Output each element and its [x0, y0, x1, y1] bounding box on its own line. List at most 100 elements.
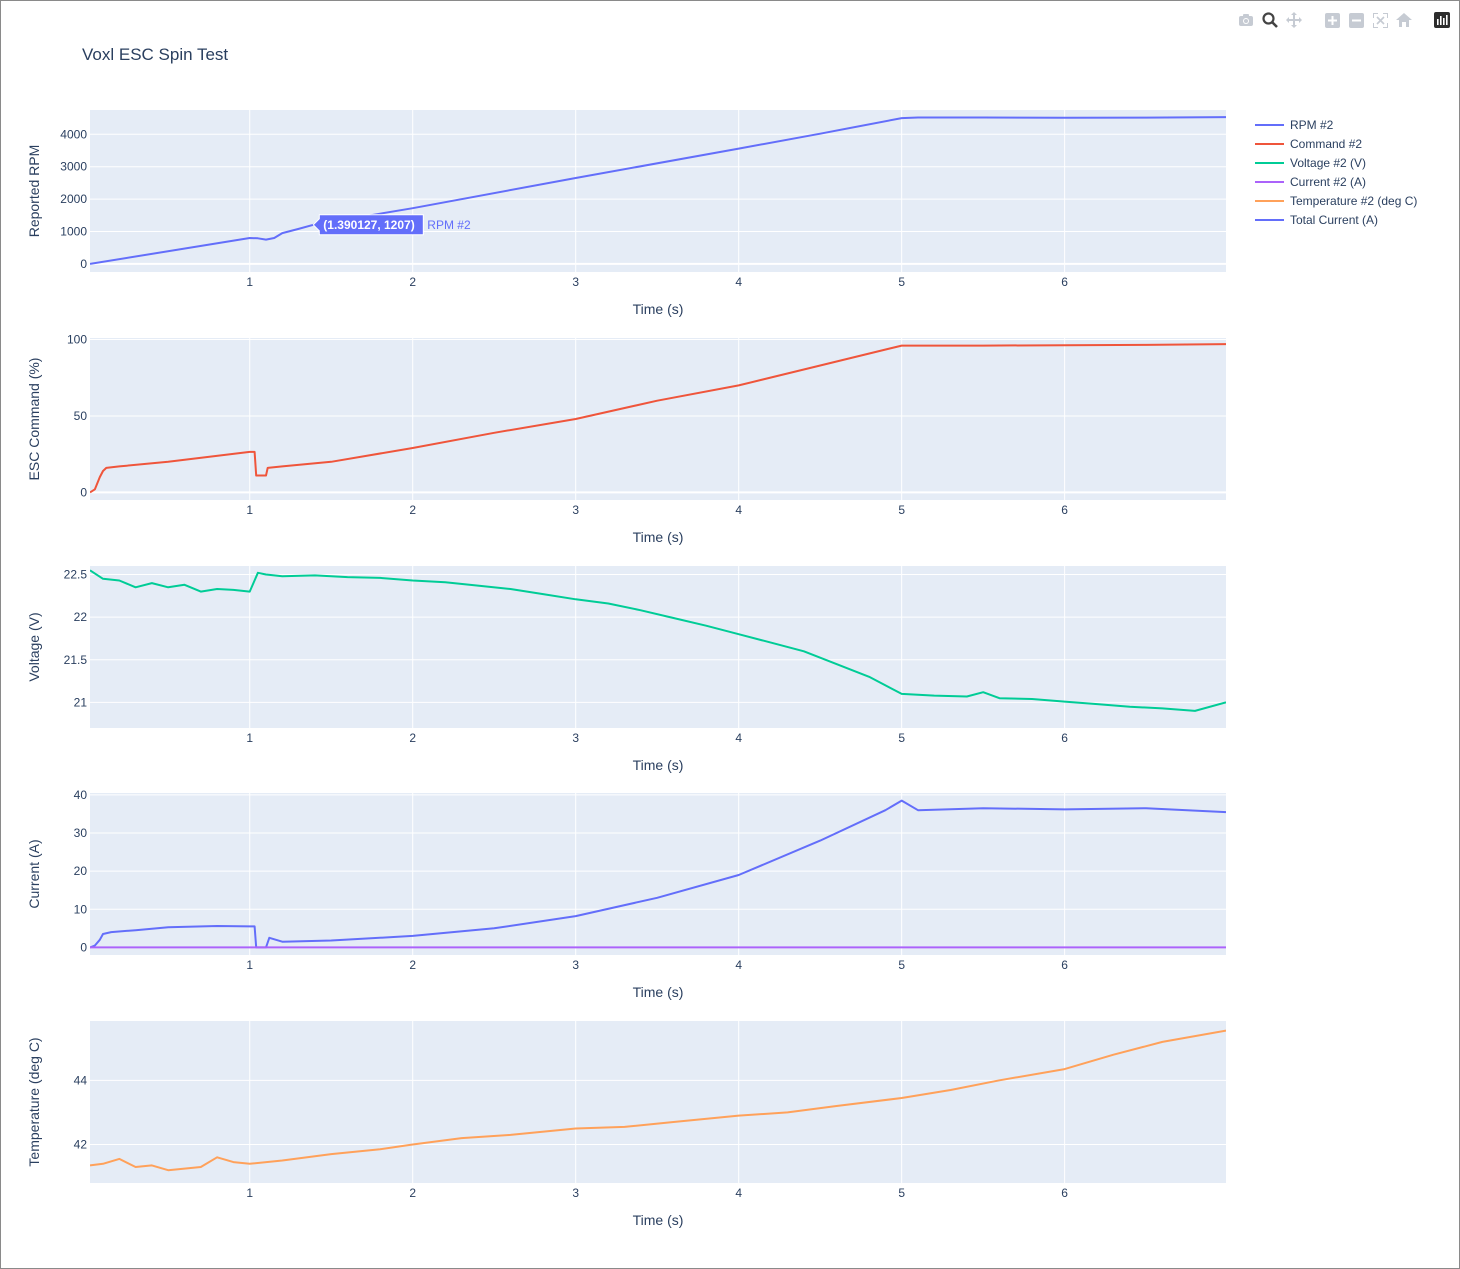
legend-item-current-2-a[interactable]: Current #2 (A)	[1255, 175, 1366, 189]
y-tick-label: 2000	[60, 192, 87, 206]
x-tick-label: 5	[898, 958, 905, 972]
y-axis-title: Reported RPM	[26, 145, 42, 238]
y-tick-label: 100	[67, 333, 87, 347]
zoom-icon[interactable]	[1261, 11, 1279, 29]
x-tick-label: 2	[409, 958, 416, 972]
legend-item-command-2[interactable]: Command #2	[1255, 137, 1362, 151]
x-tick-label: 1	[246, 731, 253, 745]
legend-item-rpm-2[interactable]: RPM #2	[1255, 118, 1334, 132]
y-tick-label: 0	[80, 485, 87, 499]
y-tick-label: 20	[74, 864, 88, 878]
x-tick-label: 3	[572, 503, 579, 517]
legend-label: Total Current (A)	[1290, 213, 1378, 227]
y-tick-label: 40	[74, 788, 88, 802]
x-tick-label: 4	[735, 958, 742, 972]
plot-background	[90, 1021, 1226, 1183]
legend-label: Current #2 (A)	[1290, 175, 1366, 189]
series-line-temperature-2-deg-c[interactable]	[90, 1029, 1226, 1172]
x-tick-label: 5	[898, 275, 905, 289]
figure-title: Voxl ESC Spin Test	[82, 45, 228, 64]
x-axis-title: Time (s)	[633, 529, 684, 545]
hover-series-name: RPM #2	[427, 218, 471, 232]
x-tick-label: 2	[409, 503, 416, 517]
x-tick-label: 1	[246, 1186, 253, 1200]
x-tick-label: 5	[898, 1186, 905, 1200]
series-line-voltage-2-v[interactable]	[90, 569, 1226, 712]
y-tick-label: 22.5	[64, 568, 88, 582]
x-tick-label: 1	[246, 503, 253, 517]
x-tick-label: 4	[735, 503, 742, 517]
hover-box	[312, 214, 424, 236]
plot-background	[90, 566, 1226, 728]
x-tick-label: 3	[572, 275, 579, 289]
legend[interactable]: RPM #2 Command #2 Voltage #2 (V) Current #2…	[1255, 118, 1417, 227]
x-tick-label: 5	[898, 503, 905, 517]
x-tick-label: 4	[735, 275, 742, 289]
series-line-total-current-a[interactable]	[90, 799, 1226, 949]
x-tick-label: 3	[572, 1186, 579, 1200]
x-tick-label: 6	[1061, 1186, 1068, 1200]
series-line-command-2[interactable]	[90, 343, 1226, 494]
x-tick-label: 5	[898, 731, 905, 745]
pan-icon[interactable]	[1285, 11, 1303, 29]
x-tick-label: 4	[735, 731, 742, 745]
x-axis-title: Time (s)	[633, 757, 684, 773]
legend-label: Command #2	[1290, 137, 1362, 151]
legend-label: Voltage #2 (V)	[1290, 156, 1366, 170]
y-axis-title: ESC Command (%)	[26, 358, 42, 481]
y-tick-label: 50	[74, 409, 88, 423]
plotly-logo-icon[interactable]	[1433, 11, 1451, 29]
y-tick-label: 30	[74, 826, 88, 840]
x-axis-title: Time (s)	[633, 1212, 684, 1228]
x-tick-label: 2	[409, 731, 416, 745]
y-tick-label: 1000	[60, 225, 87, 239]
x-tick-label: 3	[572, 731, 579, 745]
series-line-rpm-2[interactable]	[90, 116, 1226, 265]
x-tick-label: 6	[1061, 731, 1068, 745]
legend-item-total-current-a[interactable]: Total Current (A)	[1255, 213, 1378, 227]
x-axis-title: Time (s)	[633, 301, 684, 317]
x-tick-label: 6	[1061, 503, 1068, 517]
subplot-5[interactable]: 1 2 3 4 5 6 42 44 Time (s) Temperature (deg C)	[26, 1021, 1226, 1228]
plot-background	[90, 110, 1226, 272]
zoom-out-icon[interactable]	[1347, 11, 1365, 29]
plot-background	[90, 338, 1226, 500]
y-tick-label: 21	[74, 695, 88, 709]
y-tick-label: 4000	[60, 127, 87, 141]
subplot-1[interactable]: 1 2 3 4 5 6 0 1000 2000 3000 4000 Time (s) Reported …	[26, 110, 1226, 317]
legend-item-temperature-2-deg-c[interactable]: Temperature #2 (deg C)	[1255, 194, 1417, 208]
modebar	[1237, 11, 1451, 29]
legend-label: RPM #2	[1290, 118, 1334, 132]
y-tick-label: 3000	[60, 160, 87, 174]
legend-label: Temperature #2 (deg C)	[1290, 194, 1417, 208]
x-tick-label: 2	[409, 1186, 416, 1200]
x-tick-label: 6	[1061, 958, 1068, 972]
y-tick-label: 0	[80, 940, 87, 954]
y-axis-title: Voltage (V)	[26, 612, 42, 681]
y-tick-label: 42	[74, 1138, 88, 1152]
y-axis-title: Current (A)	[26, 839, 42, 908]
legend-item-voltage-2-v[interactable]: Voltage #2 (V)	[1255, 156, 1366, 170]
subplot-3[interactable]: 1 2 3 4 5 6 21 21.5 22 22.5 Time (s) Voltage (V)	[26, 566, 1226, 773]
subplot-4[interactable]: 1 2 3 4 5 6 0 10 20 30 40 Time (s) Current (A)	[26, 788, 1226, 1000]
hover-value: (1.390127, 1207)	[323, 218, 414, 232]
x-tick-label: 4	[735, 1186, 742, 1200]
y-axis-title: Temperature (deg C)	[26, 1037, 42, 1166]
subplot-2[interactable]: 1 2 3 4 5 6 0 50 100 Time (s) ESC Command (%)	[26, 333, 1226, 545]
plot-background	[90, 793, 1226, 955]
x-tick-label: 3	[572, 958, 579, 972]
x-tick-label: 1	[246, 275, 253, 289]
y-tick-label: 21.5	[64, 653, 88, 667]
hover-tooltip: (1.390127, 1207) RPM #2	[312, 214, 471, 236]
reset-axes-icon[interactable]	[1395, 11, 1413, 29]
camera-icon[interactable]	[1237, 11, 1255, 29]
autoscale-icon[interactable]	[1371, 11, 1389, 29]
x-tick-label: 2	[409, 275, 416, 289]
zoom-in-icon[interactable]	[1323, 11, 1341, 29]
y-tick-label: 44	[74, 1073, 88, 1087]
y-tick-label: 22	[74, 610, 88, 624]
y-tick-label: 10	[74, 902, 88, 916]
